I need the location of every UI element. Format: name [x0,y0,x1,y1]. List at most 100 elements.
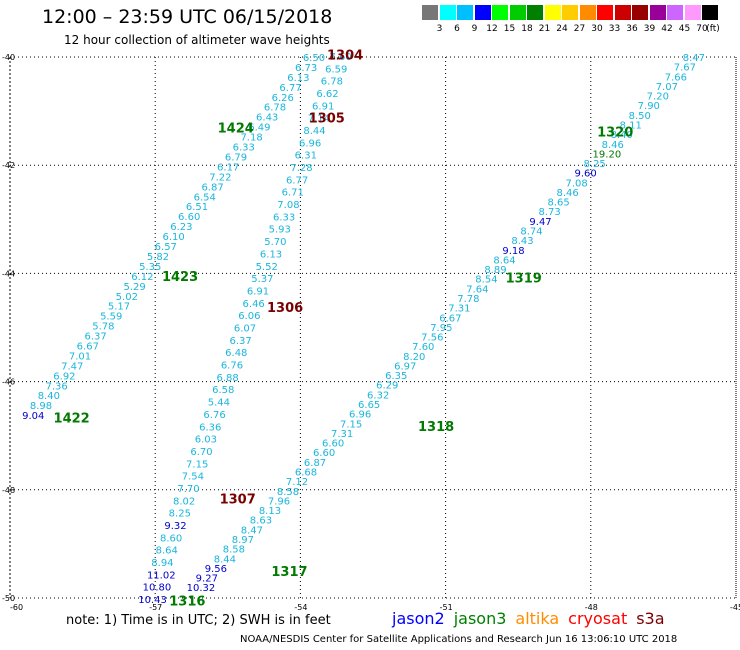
swh-reading: 8.60 [160,533,182,544]
swh-reading: 8.58 [223,545,245,556]
swh-reading: 7.31 [448,304,470,315]
swh-reading: 6.73 [295,63,317,74]
swh-reading: 8.73 [538,207,560,218]
swh-reading: 8.11 [620,120,642,131]
colorbar-swatch [492,5,508,20]
colorbar-label: 9 [471,24,478,34]
pass-number-label: 1319 [506,272,542,287]
swh-reading: 7.96 [268,496,290,507]
swh-reading: 7.15 [186,459,208,470]
swh-reading: 6.70 [190,447,212,458]
swh-reading: 8.47 [241,525,263,536]
credit-line: NOAA/NESDIS Center for Satellite Applica… [240,634,678,645]
swh-reading: 6.23 [170,222,192,233]
pass-number-label: 1316 [169,595,205,610]
swh-reading: 6.71 [282,188,304,199]
swh-reading: 11.02 [147,570,176,581]
swh-reading: 6.67 [439,313,461,324]
lat-tick-label: -50 [2,594,15,603]
swh-reading: 7.60 [412,342,434,353]
legend-item-s3a: s3a [636,609,665,628]
swh-reading: 7.01 [69,351,91,362]
swh-reading: 5.29 [123,282,145,293]
swh-reading: 6.79 [225,152,247,163]
swh-reading: 5.82 [147,252,169,263]
swh-reading: 8.63 [250,516,272,527]
colorbar-label: 15 [503,24,516,34]
map-frame [9,56,737,599]
colorbar-label: 21 [538,24,551,34]
colorbar-label: 42 [661,24,673,34]
swh-reading: 8.20 [403,352,425,363]
swh-reading: 6.65 [358,400,380,411]
swh-reading: 7.36 [45,381,67,392]
swh-reading: 6.43 [256,113,278,124]
colorbar-swatch [614,5,631,20]
swh-reading: 7.28 [290,163,312,174]
colorbar-label: 27 [573,24,586,34]
swh-reading: 7.07 [656,82,678,93]
colorbar-label: 30 [591,24,603,34]
swh-reading: 7.08 [277,200,299,211]
swh-reading: 8.25 [584,159,606,170]
colorbar-swatch [667,5,683,20]
swh-reading: 7.14 [308,114,330,125]
swh-reading: 6.17 [217,162,239,173]
pass-number-label: 1320 [597,126,633,141]
pass-number-label: 1318 [418,420,454,435]
swh-reading: 8.44 [303,126,325,137]
units-note: note: 1) Time is in UTC; 2) SWH is in fe… [66,613,331,628]
colorbar-label: 18 [521,24,533,34]
swh-reading: 6.68 [295,468,317,479]
colorbar-label: 3 [436,24,443,34]
swh-reading: 5.93 [269,225,291,236]
swh-reading: 8.40 [38,391,60,402]
swh-reading: 8.94 [151,558,173,569]
swh-reading: 7.31 [331,429,353,440]
swh-reading: 6.91 [247,286,269,297]
legend-item-altika: altika [515,609,560,628]
swh-reading: 8.64 [493,255,515,266]
swh-reading: 6.07 [234,324,256,335]
swh-reading: 9.47 [529,217,551,228]
swh-reading: 6.06 [238,311,260,322]
swh-reading: 9.60 [575,169,597,180]
swh-reading: 6.33 [233,143,255,154]
swh-reading: 6.77 [279,83,301,94]
swh-reading: 7.47 [61,361,83,372]
swh-reading: 7.66 [665,72,687,83]
colorbar-swatch [509,5,526,20]
lat-tick-label: -48 [2,486,15,495]
lon-tick-label: -45 [730,603,740,612]
swh-reading: 6.67 [77,342,99,353]
swh-reading: 8.54 [475,275,497,286]
colorbar-swatch [422,5,438,20]
colorbar-swatch [474,5,491,20]
swh-reading: 7.54 [182,472,204,483]
swh-reading: 8.89 [484,265,506,276]
swh-reading: 6.88 [216,373,238,384]
colorbar-swatch [439,5,456,20]
swh-reading: 8.46 [556,188,578,199]
swh-reading: 19.20 [593,149,622,160]
swh-reading: 5.52 [256,262,278,273]
swh-reading: 6.12 [131,272,153,283]
swh-reading: 8.25 [169,509,191,520]
swh-reading: 6.76 [203,410,225,421]
satellite-legend: jason2 jason3 altika cryosat s3a [392,609,674,628]
swh-reading: 7.60 [329,52,351,63]
swh-reading: 8.50 [629,111,651,122]
colorbar-swatch [684,5,701,20]
swh-reading: 6.60 [178,212,200,223]
colorbar-swatch [562,5,578,20]
lon-tick-label: -54 [294,603,307,612]
swh-reading: 6.91 [312,101,334,112]
swh-reading: 5.70 [264,237,286,248]
swh-reading: 5.37 [251,274,273,285]
colorbar-swatch [632,5,648,20]
swh-reading: 6.48 [225,348,247,359]
swh-reading: 9.18 [502,246,524,257]
swh-reading: 6.33 [273,212,295,223]
pass-number-label: 1317 [271,565,307,580]
swh-reading: 6.59 [325,64,347,75]
